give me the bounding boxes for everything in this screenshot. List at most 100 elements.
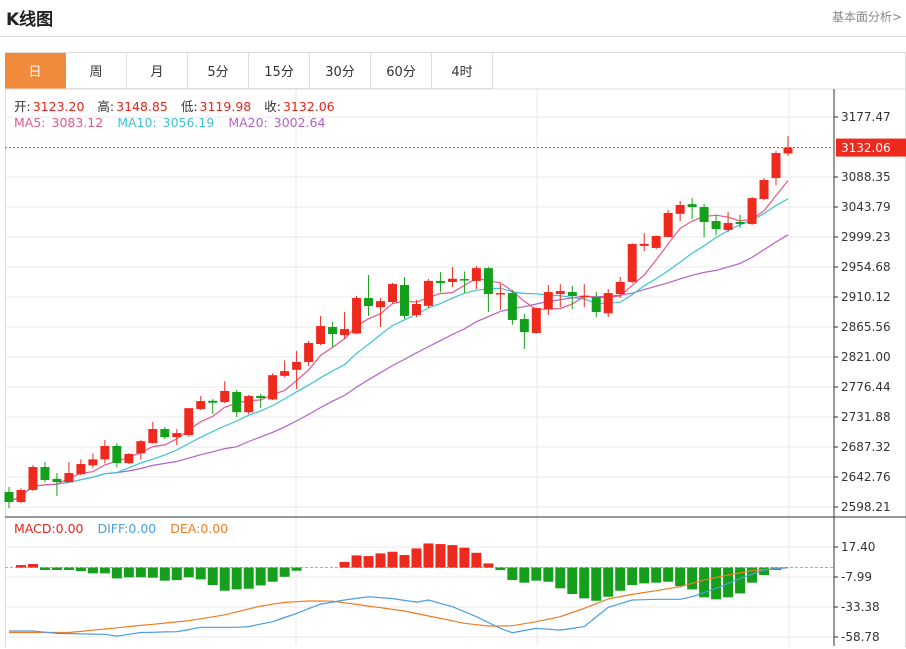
candle-up (220, 391, 230, 403)
macd-bar (111, 567, 122, 579)
candle-up (388, 284, 398, 302)
candle-up (292, 361, 302, 370)
price-tick-label: 2954.68 (841, 260, 891, 274)
candle-down (256, 396, 266, 399)
macd-tick-label: 17.40 (841, 540, 875, 554)
candle-down (735, 222, 745, 224)
macd-bar (267, 567, 278, 582)
macd-bar (615, 567, 626, 591)
ma20-value: 3002.64 (273, 115, 326, 130)
macd-bar (459, 547, 470, 568)
candle-up (268, 375, 278, 400)
candle-down (507, 293, 517, 320)
macd-bar (99, 567, 110, 574)
candle-down (459, 279, 469, 281)
candle-down (52, 478, 62, 483)
ma10-line (8, 198, 789, 503)
ohlc-legend: 开: 3123.20 高: 3148.85 低: 3119.98 收: 3132.06 (14, 96, 337, 115)
macd-bar (171, 567, 182, 581)
tab-day[interactable]: 日 (5, 53, 66, 89)
candle-up (280, 371, 290, 376)
last-price-label: 3132.06 (841, 141, 891, 155)
candle-down (483, 268, 493, 294)
macd-bar (699, 567, 710, 598)
macd-bar (351, 555, 362, 568)
candle-up (376, 301, 386, 308)
price-tick-label: 2642.76 (841, 470, 891, 484)
candle-down (208, 400, 218, 403)
price-tick-label: 2821.00 (841, 350, 891, 364)
high-label: 高: (97, 99, 115, 114)
macd-bar (183, 567, 194, 578)
low-label: 低: (180, 99, 198, 114)
close-value: 3132.06 (282, 99, 335, 114)
macd-bar (543, 567, 554, 582)
macd-bar (195, 567, 206, 580)
price-tick-label: 3177.47 (841, 110, 891, 124)
macd-bar (663, 567, 674, 582)
ma-legend: MA5: 3083.12 MA10: 3056.19 MA20: 3002.64 (14, 115, 327, 130)
macd-bar (255, 567, 266, 586)
macd-tick-label: -33.38 (841, 600, 880, 614)
candle-up (663, 212, 673, 238)
ma5-label: MA5: (14, 115, 46, 130)
macd-value: MACD:0.00 (14, 521, 84, 536)
candle-up (136, 441, 146, 454)
candle-up (64, 473, 74, 483)
ma5-line (8, 180, 789, 503)
macd-bar (39, 567, 50, 571)
candle-down (160, 429, 170, 438)
candle-up (579, 295, 589, 298)
dea-line (9, 567, 789, 634)
header-divider (0, 36, 906, 37)
candle-up (555, 291, 565, 294)
candle-up (340, 329, 350, 336)
ma5-value: 3083.12 (51, 115, 104, 130)
diff-value: DIFF:0.00 (97, 521, 157, 536)
open-label: 开: (14, 99, 31, 114)
last-price-badge (836, 138, 906, 157)
candle-up (723, 223, 733, 231)
candle-up (352, 298, 362, 334)
candle-up (172, 433, 182, 438)
fundamental-analysis-link[interactable]: 基本面分析> (831, 10, 902, 24)
candle-up (148, 429, 158, 443)
candle-down (435, 280, 445, 283)
candle-up (771, 152, 781, 179)
macd-bar (483, 563, 494, 568)
candle-up (316, 326, 326, 345)
candle-up (304, 342, 314, 362)
candle-up (495, 293, 505, 295)
candle-up (447, 278, 457, 282)
macd-bar (447, 545, 458, 568)
macd-bar (123, 567, 134, 578)
candle-down (328, 326, 338, 335)
open-value: 3123.20 (32, 99, 85, 114)
diff-line (9, 567, 789, 637)
candle-up (615, 281, 625, 294)
macd-bar (411, 548, 422, 568)
candle-up (543, 292, 553, 310)
candle-up (100, 446, 110, 460)
macd-bar (339, 562, 350, 568)
candle-up (16, 489, 26, 503)
price-tick-label: 2687.32 (841, 440, 891, 454)
macd-bar (495, 567, 506, 571)
candle-up (783, 147, 793, 154)
macd-bar (687, 567, 698, 590)
candle-up (759, 179, 769, 199)
macd-bar (207, 567, 218, 586)
macd-bar (147, 567, 158, 578)
macd-bar (747, 567, 758, 583)
macd-bar (519, 567, 530, 583)
candle-down (519, 319, 529, 333)
macd-bar (87, 567, 98, 574)
macd-bar (507, 567, 518, 581)
macd-bar (651, 567, 662, 583)
macd-bar (531, 567, 542, 581)
candle-up (639, 243, 649, 246)
candle-up (423, 280, 433, 306)
macd-bar (603, 567, 614, 597)
candle-down (399, 284, 409, 316)
